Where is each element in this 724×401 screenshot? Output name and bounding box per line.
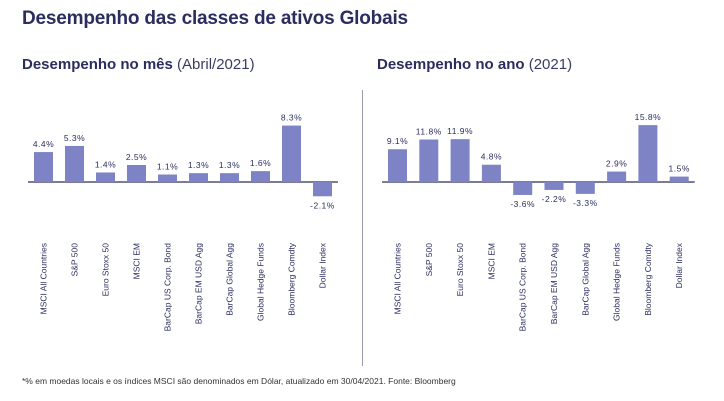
category-label: BarCap EM USD Agg bbox=[549, 243, 559, 325]
category-label: MSCI All Countries bbox=[39, 243, 49, 314]
data-label: 1.4% bbox=[95, 159, 116, 169]
chart-title-year-main: Desempenho no ano bbox=[377, 56, 525, 73]
data-label: 1.3% bbox=[188, 160, 209, 170]
data-label: 1.6% bbox=[250, 158, 271, 168]
chart-title-month: Desempenho no mês (Abril/2021) bbox=[22, 56, 255, 73]
bar bbox=[158, 174, 177, 182]
category-label: Dollar Index bbox=[318, 242, 328, 288]
chart-year: 9.1% MSCI All Countries 11.8% S&P 500 11.9% E… bbox=[382, 112, 695, 332]
bar bbox=[669, 176, 689, 182]
data-label: -3.6% bbox=[510, 199, 535, 209]
panel-divider bbox=[362, 90, 363, 366]
category-label: MSCI EM bbox=[132, 243, 142, 279]
data-label: 1.1% bbox=[157, 162, 178, 172]
data-label: 2.5% bbox=[126, 152, 147, 162]
category-label: BarCap Global Agg bbox=[580, 243, 590, 316]
category-label: Global Hedge Funds bbox=[612, 243, 622, 321]
chart-title-year: Desempenho no ano (2021) bbox=[377, 56, 572, 73]
bar bbox=[282, 125, 301, 182]
category-label: Bloomberg Comdty bbox=[287, 242, 297, 316]
category-label: S&P 500 bbox=[70, 243, 80, 277]
bar bbox=[575, 182, 595, 194]
bar bbox=[544, 182, 564, 190]
data-label: -2.2% bbox=[542, 194, 567, 204]
data-label: -3.3% bbox=[573, 198, 598, 208]
bar bbox=[65, 145, 84, 182]
category-label: Euro Stoxx 50 bbox=[101, 243, 111, 297]
category-label: BarCap US Corp. Bond bbox=[518, 243, 528, 332]
chart-month: 4.4% MSCI All Countries 5.3% S&P 500 1.4% Eur… bbox=[28, 113, 338, 332]
bar bbox=[189, 173, 208, 182]
chart-title-year-sub: (2021) bbox=[528, 56, 573, 73]
category-label: Euro Stoxx 50 bbox=[455, 243, 465, 297]
bar bbox=[419, 139, 439, 182]
chart-title-month-sub: (Abril/2021) bbox=[177, 56, 255, 73]
bar bbox=[607, 171, 627, 182]
category-label: BarCap EM USD Agg bbox=[194, 243, 204, 325]
category-label: MSCI EM bbox=[486, 243, 496, 279]
data-label: 4.4% bbox=[33, 139, 54, 149]
data-label: 1.5% bbox=[669, 164, 690, 174]
category-label: S&P 500 bbox=[424, 243, 434, 277]
data-label: 1.3% bbox=[219, 160, 240, 170]
bar bbox=[220, 173, 239, 182]
data-label: 4.8% bbox=[481, 152, 502, 162]
bar bbox=[313, 182, 332, 197]
category-label: BarCap Global Agg bbox=[225, 243, 235, 316]
bar bbox=[481, 164, 501, 182]
category-label: MSCI All Countries bbox=[393, 243, 403, 314]
category-label: Global Hedge Funds bbox=[256, 243, 266, 321]
data-label: -2.1% bbox=[310, 200, 335, 210]
category-label: Bloomberg Comdty bbox=[643, 242, 653, 316]
bar bbox=[388, 149, 407, 182]
data-label: 11.9% bbox=[447, 126, 473, 136]
footnote: *% em moedas locais e os índices MSCI sã… bbox=[22, 376, 456, 386]
data-label: 5.3% bbox=[64, 133, 85, 143]
bar bbox=[251, 171, 270, 182]
category-label: BarCap US Corp. Bond bbox=[163, 243, 173, 332]
chart-title-month-main: Desempenho no mês bbox=[22, 56, 173, 73]
category-label: Dollar Index bbox=[674, 242, 684, 288]
bar bbox=[127, 165, 146, 182]
page-title: Desempenho das classes de ativos Globais bbox=[22, 8, 408, 29]
data-label: 8.3% bbox=[281, 113, 302, 123]
data-label: 11.8% bbox=[416, 127, 442, 137]
bar bbox=[513, 182, 533, 195]
data-label: 15.8% bbox=[635, 112, 662, 122]
bar bbox=[34, 152, 53, 182]
bar bbox=[638, 125, 658, 182]
bar bbox=[450, 139, 470, 182]
data-label: 9.1% bbox=[387, 136, 408, 146]
data-label: 2.9% bbox=[606, 159, 627, 169]
bar bbox=[96, 172, 115, 182]
